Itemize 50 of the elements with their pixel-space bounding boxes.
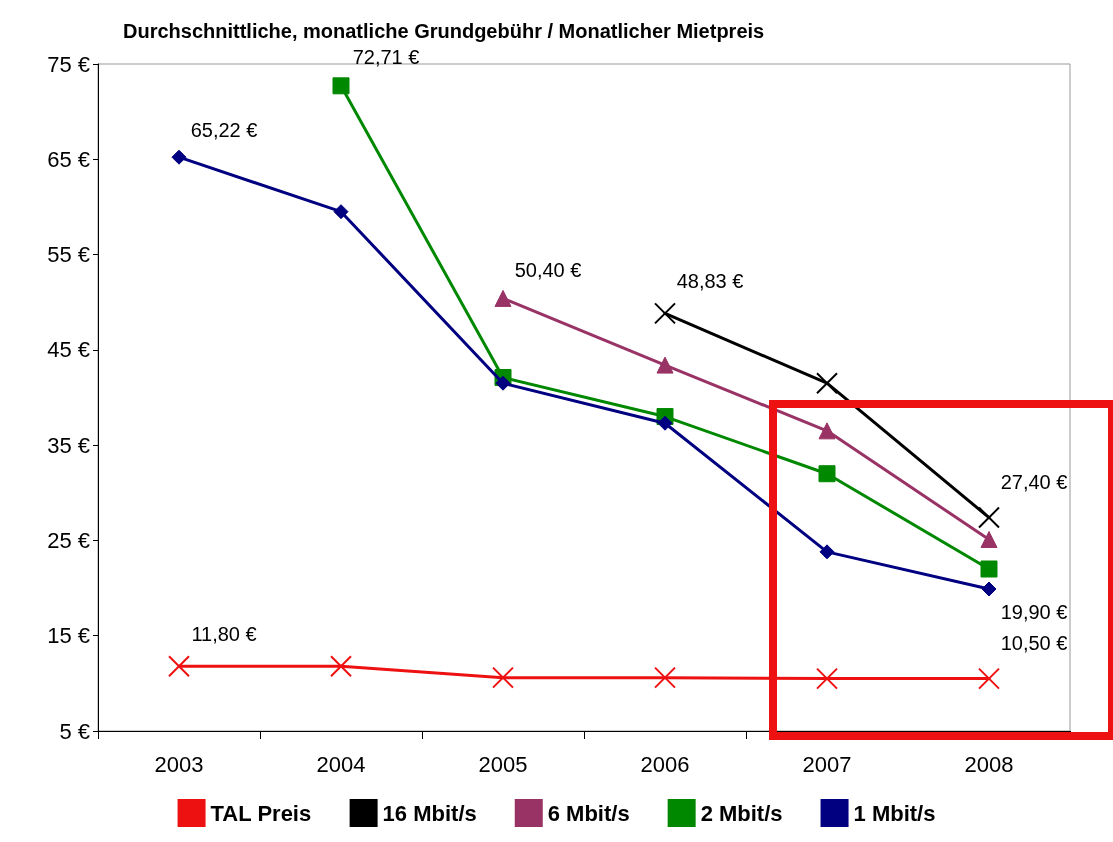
- point: [980, 530, 998, 548]
- legend-label: 1 Mbit/s: [853, 800, 936, 826]
- legend-label: 16 Mbit/s: [382, 800, 477, 826]
- y-tick-label: 75 €: [47, 51, 90, 77]
- data-label: 11,80 €: [191, 622, 257, 645]
- data-label: 72,71 €: [352, 46, 420, 69]
- data-label: 50,40 €: [514, 258, 582, 281]
- point: [657, 415, 673, 431]
- y-tick-label: 15 €: [47, 623, 90, 649]
- data-label: 10,50 €: [1000, 632, 1068, 655]
- y-tick-label: 65 €: [47, 146, 90, 172]
- y-tick-label: 55 €: [47, 242, 90, 268]
- data-label: 65,22 €: [190, 118, 258, 141]
- x-tick-label: 2007: [802, 751, 852, 777]
- point: [816, 372, 838, 395]
- legend-label: 2 Mbit/s: [700, 800, 783, 826]
- point: [818, 422, 836, 440]
- point: [494, 289, 512, 307]
- point: [656, 356, 674, 374]
- point: [980, 560, 998, 578]
- point: [168, 655, 190, 678]
- x-tick-label: 2003: [154, 751, 204, 777]
- point: [819, 544, 835, 560]
- legend-label: 6 Mbit/s: [547, 800, 630, 826]
- y-tick-label: 35 €: [47, 432, 90, 458]
- x-tick-label: 2004: [316, 751, 366, 777]
- x-tick-label: 2005: [478, 751, 528, 777]
- point: [978, 506, 1000, 529]
- point: [332, 77, 350, 95]
- point: [330, 655, 352, 678]
- y-tick-label: 45 €: [47, 337, 90, 363]
- legend-label: TAL Preis: [210, 800, 312, 826]
- chart-title: Durchschnittliche, monatliche Grundgebühr / Monatlicher Mietpreis: [123, 20, 765, 42]
- point: [818, 465, 836, 483]
- point: [495, 375, 511, 391]
- point: [978, 667, 1000, 690]
- point: [171, 149, 187, 165]
- x-tick-label: 2006: [640, 751, 690, 777]
- point: [654, 302, 676, 325]
- data-label: 27,40 €: [1000, 471, 1068, 494]
- point: [816, 667, 838, 690]
- y-tick-label: 25 €: [47, 527, 90, 553]
- data-label: 48,83 €: [676, 269, 744, 292]
- point: [981, 581, 997, 597]
- point: [654, 666, 676, 689]
- point: [492, 666, 514, 689]
- y-tick-label: 5 €: [59, 718, 90, 744]
- point: [333, 204, 349, 220]
- x-tick-label: 2008: [964, 751, 1014, 777]
- data-label: 19,90 €: [1000, 600, 1068, 623]
